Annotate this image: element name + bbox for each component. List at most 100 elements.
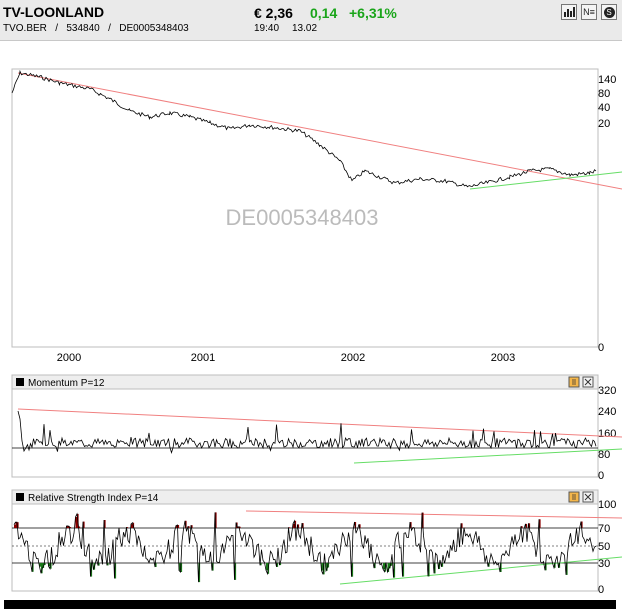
close-icon <box>584 378 592 386</box>
last-price: € 2,36 <box>254 5 293 21</box>
rsi-oversold-fill <box>428 563 430 577</box>
momentum-y-80: 80 <box>598 449 610 461</box>
rsi-oversold-fill <box>155 563 157 567</box>
momentum-uptrend-line <box>353 448 622 464</box>
y-tick-80: 80 <box>598 88 610 100</box>
rsi-close-button[interactable] <box>582 491 594 503</box>
rsi-oversold-fill <box>389 563 391 569</box>
rsi-oversold-fill <box>279 563 282 566</box>
rsi-legend-square <box>16 493 24 501</box>
rsi-overbought-fill <box>461 523 463 528</box>
rsi-oversold-fill <box>114 563 117 579</box>
s-button[interactable]: S <box>601 4 617 20</box>
quote-header: TV-LOONLAND TVO.BER / 534840 / DE0005348… <box>0 0 622 41</box>
rsi-oversold-fill <box>260 563 262 566</box>
rsi-overbought-fill <box>215 512 217 528</box>
x-tick-2003: 2003 <box>491 352 515 364</box>
momentum-y-160: 160 <box>598 428 616 440</box>
rsi-oversold-fill <box>48 563 51 567</box>
rsi-y-0: 0 <box>598 584 604 596</box>
rsi-overbought-fill <box>126 527 129 528</box>
rsi-oversold-fill <box>326 563 328 571</box>
rsi-oversold-fill <box>266 563 268 571</box>
rsi-oversold-fill <box>41 563 43 574</box>
rsi-overbought-fill <box>17 522 19 528</box>
rsi-oversold-fill <box>179 563 181 571</box>
rsi-oversold-fill <box>44 563 46 565</box>
momentum-panel: Momentum P=12 320 240 160 80 0 <box>11 374 622 482</box>
rsi-overbought-fill <box>66 526 69 528</box>
rsi-y-30: 30 <box>598 558 610 570</box>
rsi-overbought-fill <box>131 524 133 528</box>
rsi-oversold-fill <box>276 563 279 567</box>
watermark-isin: DE0005348403 <box>226 205 379 230</box>
price-series-line <box>11 69 597 188</box>
quote-date: 13.02 <box>292 23 318 34</box>
rsi-overbought-fill <box>239 526 241 528</box>
rsi-overbought-fill <box>521 526 523 528</box>
y-tick-40: 40 <box>598 102 610 114</box>
chart-view-button[interactable] <box>561 4 577 20</box>
rsi-y-50: 50 <box>598 541 610 553</box>
s-icon: S <box>603 7 615 18</box>
id-separator-1: / <box>55 23 59 34</box>
quote-time: 19:40 <box>254 23 280 34</box>
rsi-plot-frame <box>11 503 599 592</box>
rsi-overbought-fill <box>581 521 583 528</box>
y-tick-0: 0 <box>598 342 604 354</box>
momentum-y-240: 240 <box>598 406 616 418</box>
price-change-pct: +6,31% <box>349 5 397 21</box>
rsi-title: Relative Strength Index P=14 <box>28 493 159 504</box>
chart-area: DE0005348403 140 80 40 20 0 2000 2001 20… <box>11 68 622 596</box>
rsi-overbought-fill <box>191 525 193 528</box>
x-tick-2001: 2001 <box>191 352 215 364</box>
momentum-downtrend-line <box>17 408 622 438</box>
rsi-overbought-fill <box>539 519 541 528</box>
isin: DE0005348403 <box>119 23 189 34</box>
rsi-overbought-fill <box>294 520 297 528</box>
rsi-overbought-fill <box>75 517 78 528</box>
rsi-oversold-fill <box>50 563 52 569</box>
momentum-close-button[interactable] <box>582 376 594 388</box>
rsi-oversold-fill <box>42 563 45 568</box>
rsi-oversold-fill <box>351 563 354 577</box>
x-tick-2002: 2002 <box>341 352 365 364</box>
symbol: TVO.BER <box>3 23 47 34</box>
momentum-legend-square <box>16 378 24 386</box>
x-tick-2000: 2000 <box>57 352 81 364</box>
rsi-oversold-fill <box>434 563 436 574</box>
rsi-overbought-fill <box>288 527 291 528</box>
momentum-y-320: 320 <box>598 385 616 397</box>
rsi-overbought-fill <box>359 524 361 528</box>
rsi-overbought-fill <box>83 521 85 528</box>
rsi-oversold-fill <box>321 563 324 571</box>
rsi-oversold-fill <box>383 563 385 570</box>
main-plot-frame <box>11 68 599 348</box>
main-chart-panel: DE0005348403 140 80 40 20 0 2000 2001 20… <box>11 68 622 364</box>
rsi-y-70: 70 <box>598 523 610 535</box>
rsi-series-line <box>13 512 597 583</box>
rsi-oversold-fill <box>98 563 100 566</box>
news-icon: N≡ <box>583 7 595 17</box>
horizontal-scrollbar[interactable] <box>4 600 616 609</box>
rsi-oversold-fill <box>402 563 405 577</box>
id-separator-2: / <box>108 23 111 34</box>
rsi-overbought-fill <box>78 526 81 528</box>
momentum-y-0: 0 <box>598 470 604 482</box>
rsi-overbought-fill <box>14 524 16 528</box>
rsi-oversold-fill <box>441 563 444 567</box>
rsi-oversold-fill <box>39 563 42 567</box>
rsi-oversold-fill <box>32 563 34 572</box>
rsi-settings-button[interactable] <box>568 491 580 503</box>
rsi-downtrend-line <box>245 510 622 519</box>
rsi-overbought-fill <box>15 522 18 528</box>
rsi-overbought-fill <box>104 520 106 528</box>
rsi-oversold-fill <box>545 563 547 571</box>
rsi-oversold-fill <box>390 563 393 566</box>
rsi-overbought-fill <box>176 525 178 528</box>
momentum-settings-button[interactable] <box>568 376 580 388</box>
momentum-plot-frame <box>11 388 599 478</box>
news-button[interactable]: N≡ <box>581 4 597 20</box>
bar-chart-icon <box>564 7 575 17</box>
momentum-series-line <box>17 410 597 454</box>
